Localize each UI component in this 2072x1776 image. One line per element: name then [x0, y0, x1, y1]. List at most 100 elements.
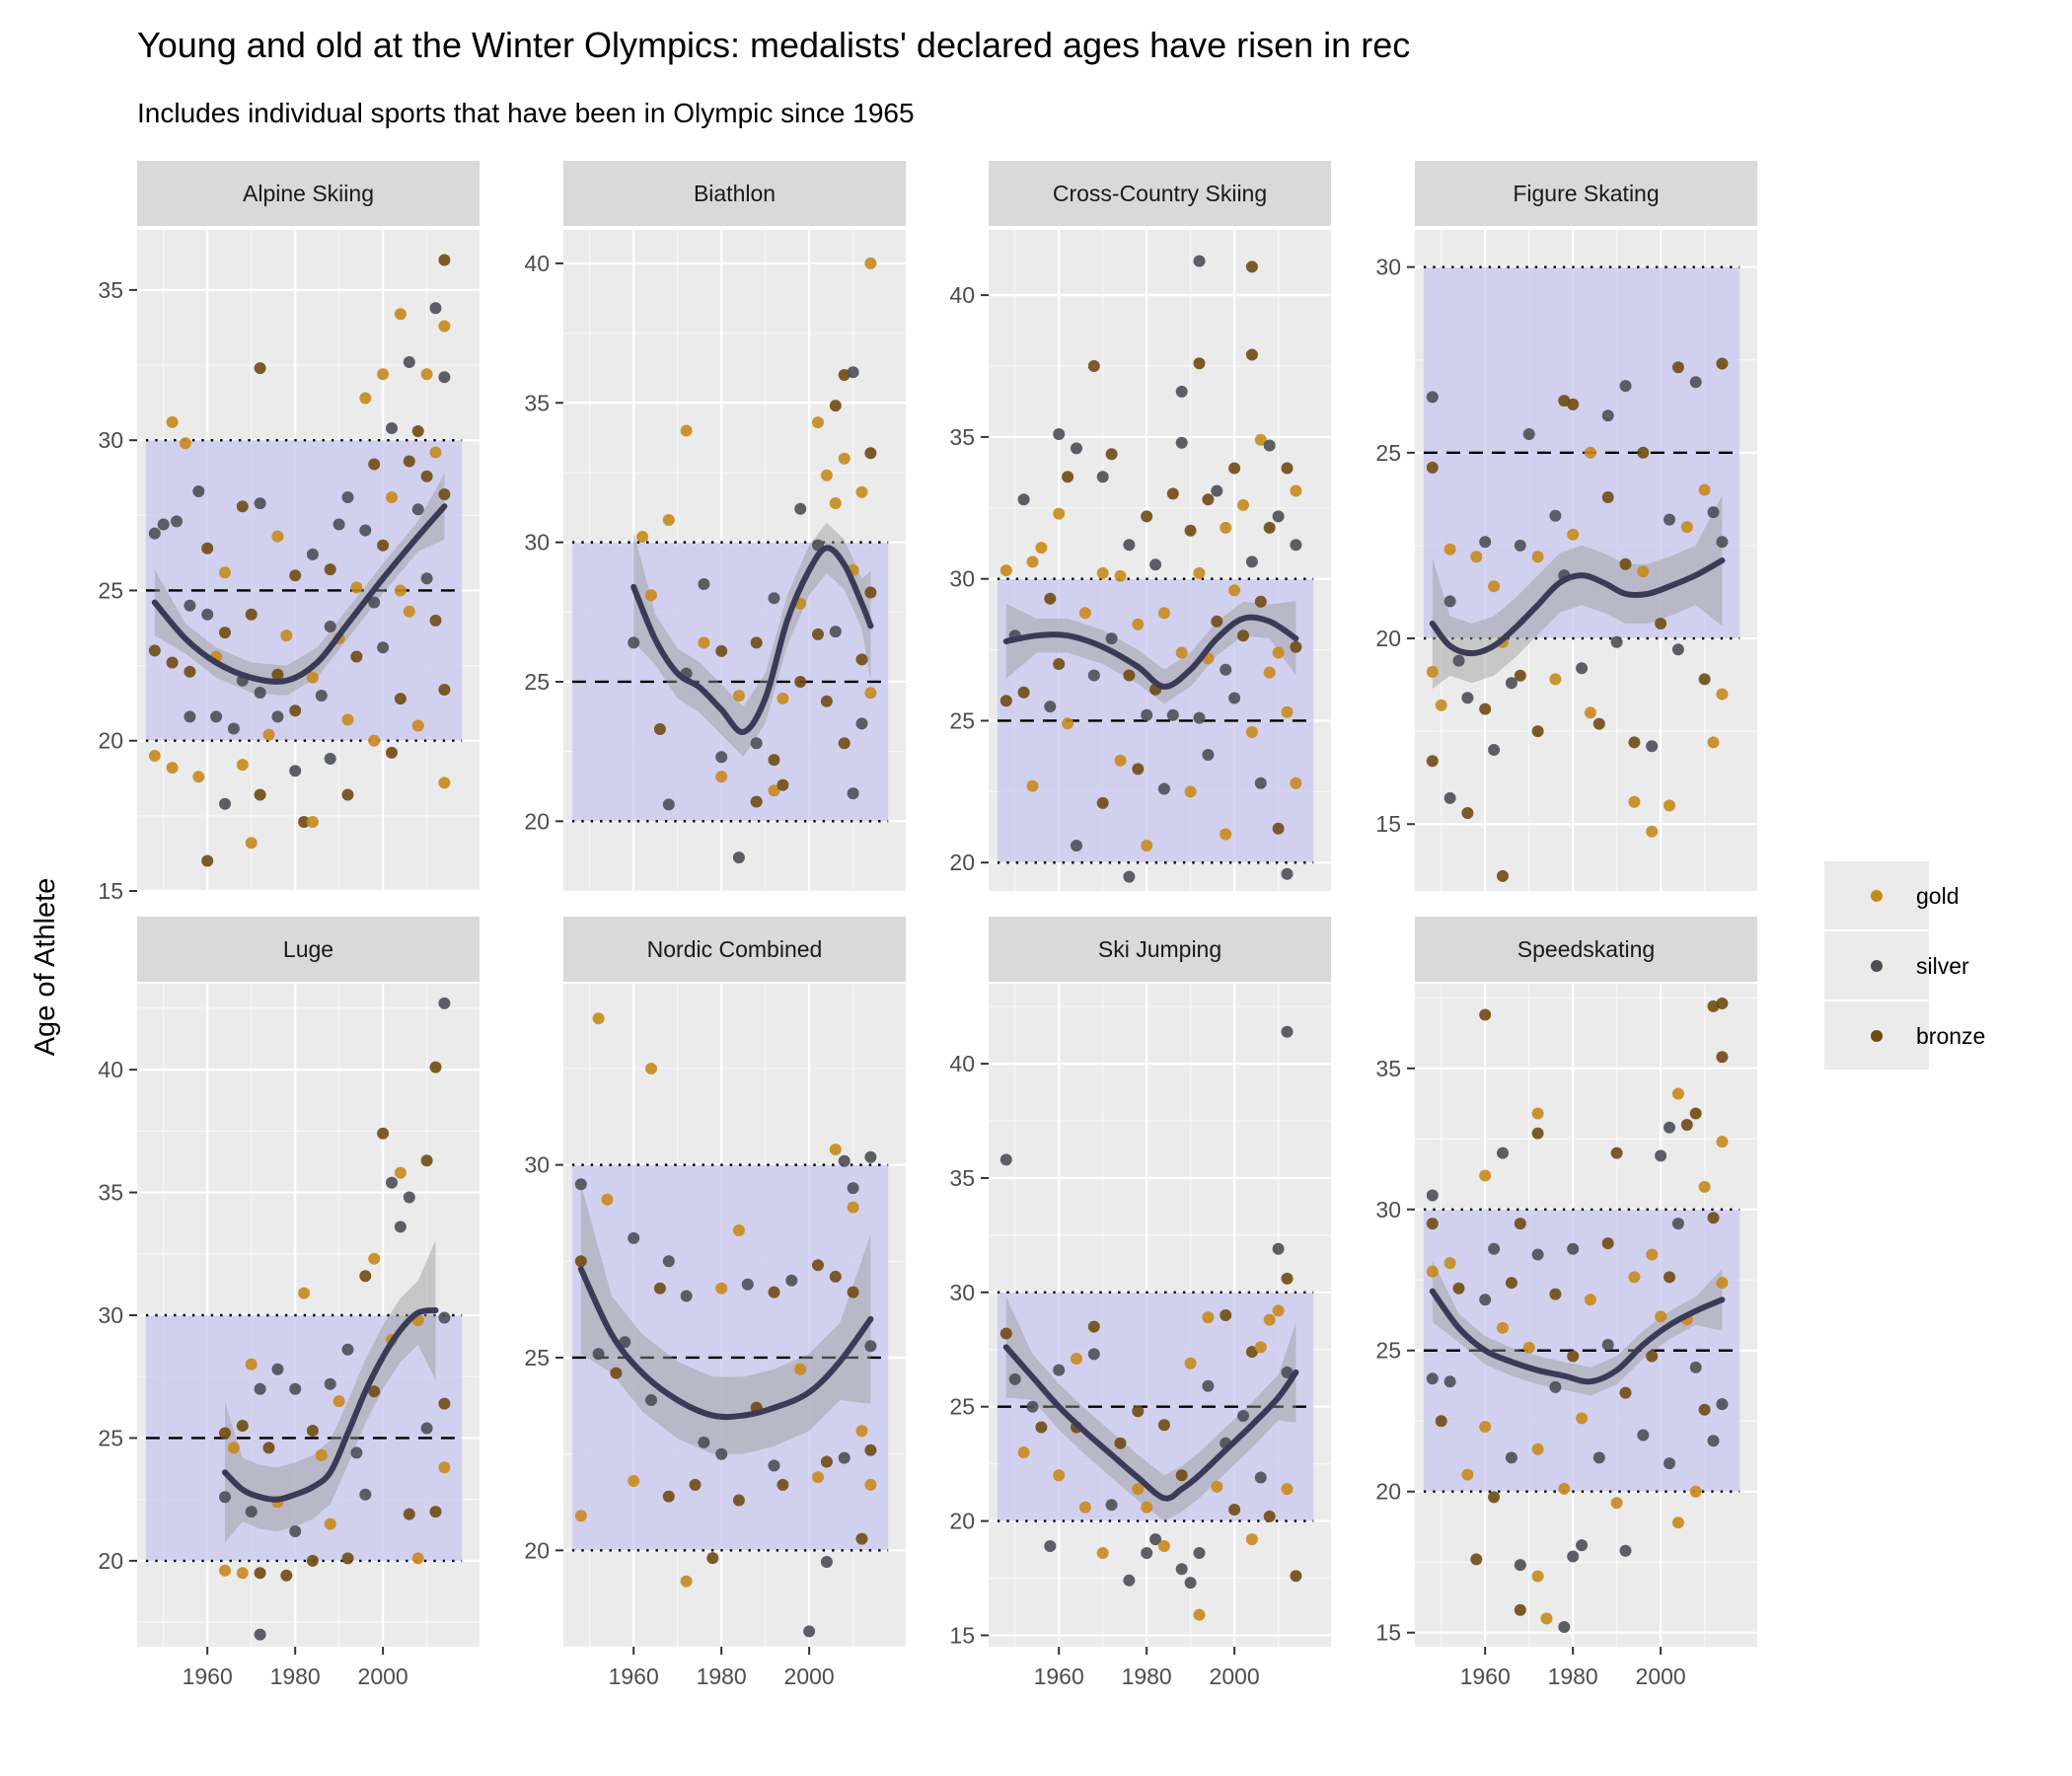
point-bronze	[610, 1367, 623, 1379]
point-bronze	[750, 636, 763, 649]
point-silver	[741, 1278, 754, 1291]
point-gold	[732, 690, 745, 703]
point-gold	[1184, 785, 1197, 798]
point-gold	[1497, 1321, 1509, 1334]
point-silver	[1443, 1375, 1456, 1388]
point-bronze	[394, 693, 407, 705]
strip-figure-skating	[1415, 161, 1757, 226]
point-bronze	[201, 854, 214, 867]
point-silver	[1531, 1248, 1544, 1261]
point-silver	[1008, 1372, 1021, 1385]
point-gold	[1193, 566, 1206, 579]
point-silver	[1707, 1435, 1720, 1447]
x-tick-label: 1980	[1548, 1664, 1598, 1689]
point-silver	[324, 621, 336, 632]
point-gold	[1263, 1313, 1276, 1326]
point-silver	[438, 371, 451, 384]
point-bronze	[777, 1478, 789, 1491]
point-gold	[680, 424, 693, 437]
point-bronze	[341, 788, 354, 801]
point-gold	[1254, 433, 1267, 446]
point-gold	[386, 491, 398, 503]
point-gold	[1096, 566, 1109, 579]
point-gold	[1141, 840, 1153, 851]
y-tick-label: 30	[949, 1280, 975, 1305]
point-bronze	[1281, 462, 1294, 475]
point-silver	[1567, 1242, 1580, 1255]
y-tick-label: 25	[524, 1345, 550, 1370]
point-silver	[1619, 380, 1632, 393]
point-silver	[1281, 1025, 1294, 1038]
point-bronze	[1531, 1127, 1544, 1140]
point-silver	[1053, 428, 1066, 440]
point-bronze	[999, 1327, 1012, 1340]
confidence-ribbon	[1005, 1296, 1296, 1521]
point-bronze	[298, 816, 311, 828]
point-silver	[324, 1377, 336, 1390]
x-tick-label: 2000	[1210, 1664, 1260, 1689]
point-gold	[1716, 688, 1729, 701]
point-gold	[341, 713, 354, 726]
point-gold	[999, 564, 1012, 577]
point-bronze	[1132, 763, 1145, 776]
point-bronze	[829, 1270, 842, 1283]
point-silver	[1087, 669, 1100, 682]
point-gold	[777, 692, 789, 704]
point-silver	[750, 737, 763, 750]
point-gold	[1132, 1483, 1145, 1496]
point-silver	[1488, 744, 1501, 756]
point-bronze	[1637, 446, 1650, 459]
point-gold	[1531, 1570, 1544, 1583]
point-bronze	[750, 795, 763, 808]
point-gold	[315, 1448, 328, 1461]
point-silver	[1026, 1400, 1039, 1413]
point-gold	[1531, 1443, 1544, 1455]
point-bronze	[1228, 1504, 1241, 1516]
y-tick-label: 35	[1375, 1056, 1401, 1081]
point-gold	[1193, 1608, 1206, 1621]
point-bronze	[794, 676, 807, 688]
point-gold	[1584, 446, 1596, 459]
point-silver	[1443, 595, 1456, 608]
point-gold	[812, 1471, 824, 1484]
point-silver	[698, 1436, 710, 1448]
point-gold	[1522, 1341, 1535, 1354]
point-silver	[386, 1176, 398, 1189]
panel-luge: Luge 20 25 30 35 40 1960 1980 2000	[98, 917, 480, 1689]
point-gold	[1237, 498, 1249, 511]
point-silver	[1558, 1621, 1571, 1633]
point-silver	[1202, 749, 1215, 761]
point-gold	[420, 368, 433, 381]
point-bronze	[359, 1270, 372, 1283]
smooth-trend-line	[1429, 557, 1726, 657]
point-bronze	[1592, 717, 1605, 730]
point-gold	[1531, 1107, 1544, 1120]
point-bronze	[1514, 669, 1526, 682]
point-bronze	[201, 542, 214, 555]
point-silver	[350, 1446, 363, 1459]
point-silver	[1228, 692, 1241, 704]
point-silver	[333, 518, 345, 531]
point-silver	[847, 1182, 859, 1195]
point-silver	[1254, 777, 1267, 789]
point-gold	[1558, 1482, 1571, 1495]
point-silver	[1044, 1540, 1057, 1552]
point-bronze	[820, 1455, 833, 1468]
point-silver	[1220, 663, 1232, 676]
point-gold	[350, 581, 363, 594]
y-tick-label: 20	[949, 850, 975, 875]
point-silver	[210, 710, 223, 723]
point-bronze	[864, 1443, 877, 1456]
point-silver	[803, 1625, 816, 1638]
point-silver	[201, 608, 214, 621]
smooth-trend-line	[151, 503, 448, 685]
point-gold	[1628, 795, 1641, 808]
point-bronze	[1123, 669, 1136, 682]
point-gold	[377, 368, 390, 381]
point-bronze	[438, 254, 451, 266]
strip-alpine-skiing	[137, 161, 480, 226]
point-bronze	[1671, 361, 1684, 374]
strip-label-luge: Luge	[283, 936, 333, 962]
point-bronze	[1228, 462, 1241, 475]
point-silver	[1087, 1348, 1100, 1361]
